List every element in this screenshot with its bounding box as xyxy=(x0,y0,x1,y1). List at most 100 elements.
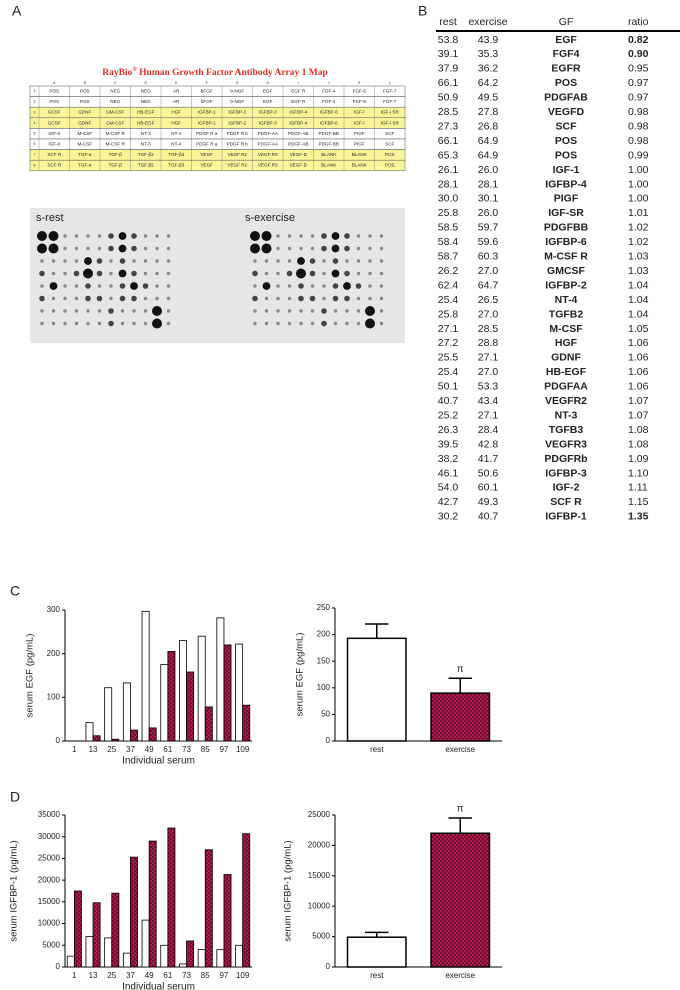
map-cell: EGF xyxy=(263,99,273,104)
blot-spot xyxy=(155,234,159,238)
map-cell: IGFBP-3 xyxy=(259,110,277,115)
bar xyxy=(92,902,101,968)
blot-spot xyxy=(310,284,315,288)
blot-spot xyxy=(344,270,350,277)
blot-spot xyxy=(166,271,171,276)
table-cell: 49.5 xyxy=(478,92,499,104)
blot-spot xyxy=(310,246,315,251)
blot-spot xyxy=(250,231,260,241)
blot-spot xyxy=(365,306,375,316)
bar xyxy=(167,827,176,968)
x-axis-label: Individual serum xyxy=(122,982,195,990)
blot-spot xyxy=(332,295,339,302)
x-tick-label: 61 xyxy=(163,971,172,980)
x-tick-label: 109 xyxy=(236,745,250,754)
table-cell: 0.97 xyxy=(628,92,649,104)
blot-label: s-rest xyxy=(36,212,64,224)
blot-spot xyxy=(356,271,361,276)
map-cell: EGF R xyxy=(291,89,306,94)
map-cell: M-CSF R xyxy=(106,142,126,147)
blot-spot xyxy=(368,271,372,276)
x-tick-label: exercise xyxy=(445,745,475,754)
blot-spot xyxy=(356,321,361,326)
table-cell: IGFBP-4 xyxy=(545,178,587,190)
map-cell: VEGF xyxy=(200,163,213,168)
blot-spot xyxy=(108,308,114,314)
blot-spot xyxy=(276,259,280,263)
table-header: exercise xyxy=(468,16,507,28)
blot-spot xyxy=(143,246,148,251)
x-tick-label: 49 xyxy=(145,971,154,980)
blot-spot xyxy=(343,282,351,290)
bar xyxy=(85,722,94,742)
x-tick-label: 13 xyxy=(89,745,98,754)
blot-spot xyxy=(155,271,159,276)
blot-spot xyxy=(287,246,292,251)
table-cell: 42.8 xyxy=(478,438,499,450)
blot-spot xyxy=(155,296,159,301)
blot-spot xyxy=(321,245,327,252)
blot-spot xyxy=(166,246,171,251)
map-cell: bFGF xyxy=(201,89,213,94)
map-cell: VEGF R2 xyxy=(227,152,247,157)
blot-spot xyxy=(63,321,67,326)
table-cell: 1.06 xyxy=(628,337,649,349)
blot-spot xyxy=(310,234,315,238)
map-cell: GDNF xyxy=(78,110,91,115)
bar xyxy=(111,892,120,968)
table-cell: 27.0 xyxy=(478,366,499,378)
significance-marker: π xyxy=(457,804,464,815)
blot-spot xyxy=(63,259,67,263)
y-tick-label: 15000 xyxy=(308,871,331,880)
y-axis-label: serum EGF (pg/mL) xyxy=(25,634,36,718)
table-cell: 43.9 xyxy=(478,34,499,46)
blot-spot xyxy=(299,234,303,238)
table-cell: 26.2 xyxy=(438,265,459,277)
blot-spot xyxy=(155,284,159,288)
blot-spot xyxy=(287,321,292,326)
bar xyxy=(148,727,157,742)
blot-spot xyxy=(379,271,384,276)
table-cell: PDGFAB xyxy=(544,92,588,104)
blot-spot xyxy=(97,321,102,326)
blot-spot xyxy=(264,296,269,301)
map-cell: PIGF xyxy=(354,131,365,136)
table-cell: 0.90 xyxy=(628,48,649,60)
blot-spot xyxy=(132,321,136,326)
blot-spot xyxy=(331,269,340,278)
bar xyxy=(122,682,131,742)
blot-spot xyxy=(264,321,269,326)
table-cell: 66.1 xyxy=(438,135,459,147)
blot-spot xyxy=(253,259,257,263)
map-cell: SCF xyxy=(385,131,394,136)
table-cell: 39.5 xyxy=(438,438,459,450)
blot-spot xyxy=(109,296,113,301)
map-row-label: 4 xyxy=(34,121,36,125)
table-cell: 1.07 xyxy=(628,395,649,407)
blot-spot xyxy=(74,321,79,326)
blot-spot xyxy=(264,259,269,263)
map-cell: TGF-α xyxy=(78,152,92,157)
map-cell: GDNF xyxy=(78,120,91,125)
blot-spot xyxy=(63,296,67,301)
blot-spot xyxy=(322,296,326,301)
table-cell: 0.98 xyxy=(628,120,649,132)
table-cell: 1.04 xyxy=(628,294,649,306)
table-cell: 26.0 xyxy=(478,207,499,219)
blot-spot xyxy=(74,309,79,313)
y-tick-label: 250 xyxy=(317,603,331,612)
map-cell: PDGF-AA xyxy=(258,131,279,136)
y-tick-label: 20000 xyxy=(308,841,331,850)
map-cell: NT-4 xyxy=(171,131,181,136)
blot-spot xyxy=(345,321,349,326)
map-cell: BLANK xyxy=(352,152,368,157)
blot-spot xyxy=(264,309,269,313)
x-tick-label: 37 xyxy=(126,745,135,754)
blot-spot xyxy=(309,258,316,264)
bar xyxy=(92,735,101,742)
map-cell: M-CSF xyxy=(77,142,92,147)
panel-label: A xyxy=(12,3,22,19)
blot-spot xyxy=(379,321,384,326)
blot-spot xyxy=(51,309,56,313)
blot-spot xyxy=(166,321,171,326)
